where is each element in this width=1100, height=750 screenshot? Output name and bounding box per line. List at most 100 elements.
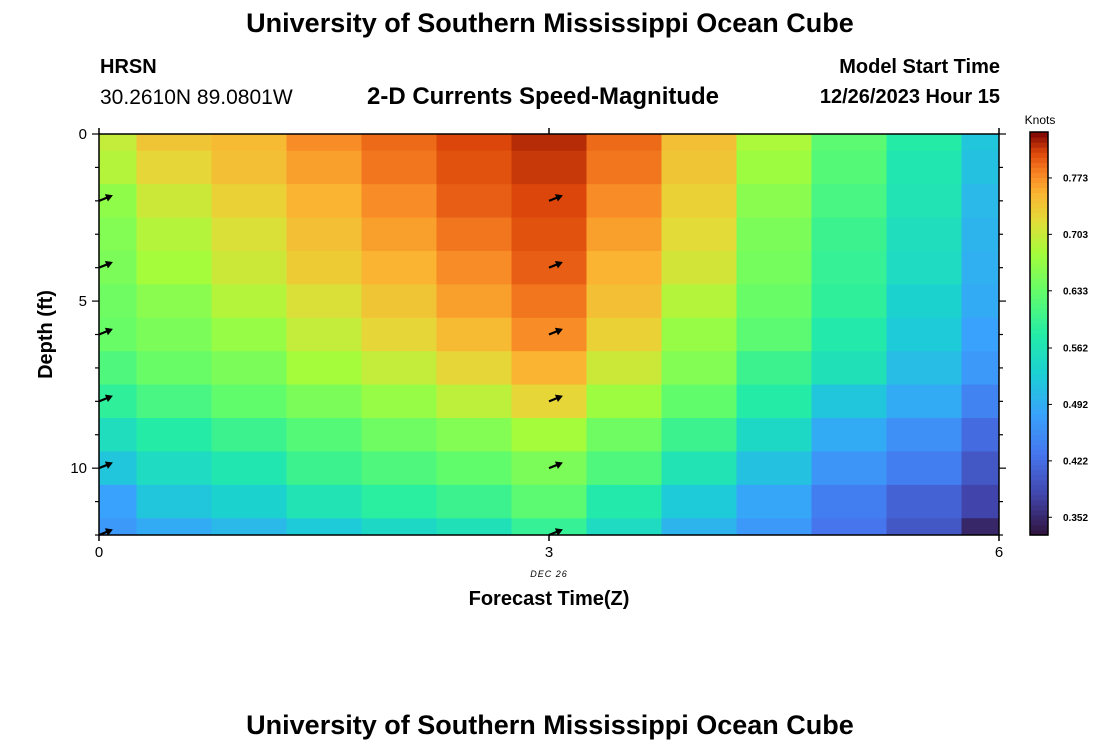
colorbar-tick-label: 0.703 [1063,230,1088,241]
colorbar-segment [1030,353,1048,360]
heatmap-cell [136,317,212,352]
heatmap-cell [736,317,812,352]
colorbar-segment [1030,273,1048,279]
heatmap-cell [736,250,812,285]
heatmap-cell [286,351,362,386]
heatmap-cell [886,217,962,252]
x-tick-label: 0 [95,544,103,561]
footer-title: University of Southern Mississippi Ocean… [246,710,854,740]
heatmap-cell [811,317,887,352]
colorbar-segment [1030,177,1048,183]
colorbar-segment [1030,187,1048,194]
heatmap-cell [961,250,1000,285]
heatmap-cell [136,384,212,419]
heatmap-cell [361,284,437,319]
colorbar-frame [1029,131,1049,536]
colorbar-segment [1030,414,1048,420]
heatmap-cell [811,284,887,319]
page-title: University of Southern Mississippi Ocean… [246,8,854,38]
heatmap-cell [511,484,587,519]
heatmap-cell [736,217,812,252]
heatmap-cell [736,351,812,386]
colorbar-segment [1030,419,1048,425]
colorbar-segment [1030,529,1048,536]
heatmap-cell [661,418,737,452]
colorbar-segment [1030,444,1048,450]
heatmap-cell [586,384,662,419]
heatmap-cell [661,134,737,152]
heatmap-cell [99,451,137,486]
colorbar-tick-label: 0.773 [1063,173,1088,184]
colorbar-segment [1030,217,1048,224]
colorbar-segment [1030,278,1048,284]
heatmap-cell [811,418,887,452]
heatmap-cell [436,518,512,536]
heatmap-cell [961,418,1000,452]
heatmap-cell [361,317,437,352]
colorbar-segment [1030,348,1048,355]
heatmap-cell [211,518,287,536]
heatmap-cell [586,451,662,486]
heatmap-cell [661,184,737,219]
heatmap-cell [886,484,962,519]
heatmap-cell [99,484,137,519]
heatmap-cell [136,184,212,219]
heatmap-cell [136,250,212,285]
colorbar-segment [1030,464,1048,471]
colorbar-segment [1030,172,1048,178]
heatmap-cell [961,134,1000,152]
current-arrow-icon [548,394,563,403]
colorbar-segment [1030,509,1048,516]
heatmap-cell [811,250,887,285]
heatmap-cell [811,451,887,486]
colorbar: 0.352 0.422 0.492 0.562 0.633 0.703 0.773 Knots [1025,113,1088,536]
colorbar-segment [1030,232,1048,239]
heatmap-cell [511,217,587,252]
colorbar-tick-label: 0.352 [1063,513,1088,524]
heatmap-cell [211,384,287,419]
heatmap-cell [286,418,362,452]
current-arrow-icon [548,327,563,336]
current-arrows [98,194,563,537]
heatmap-cell [136,451,212,486]
colorbar-segment [1030,333,1048,340]
heatmap-cell [661,518,737,536]
colorbar-segment [1030,298,1048,304]
heatmap-cell [886,250,962,285]
heatmap-cell [211,317,287,352]
heatmap-cell [361,150,437,185]
heatmap-cell [436,217,512,252]
heatmap-cell [661,284,737,319]
heatmap-cell [811,134,887,152]
heatmap-cell [436,134,512,152]
colorbar-segment [1030,343,1048,350]
colorbar-segment [1030,192,1048,199]
colorbar-segment [1030,318,1048,325]
heatmap-cell [286,384,362,419]
colorbar-segment [1030,363,1048,370]
heatmap-cell [586,317,662,352]
heatmap-cell [511,134,587,152]
y-axis-title: Depth (ft) [35,290,57,379]
heatmap-cell [886,284,962,319]
heatmap-cell [436,484,512,519]
colorbar-segment [1030,373,1048,380]
heatmap-cell [811,518,887,536]
heatmap-cell [886,351,962,386]
heatmap-cell [211,134,287,152]
station-name: HRSN [100,56,157,78]
colorbar-segment [1030,524,1048,531]
colorbar-segment [1030,303,1048,309]
colorbar-segment [1030,328,1048,335]
heatmap-cell [586,217,662,252]
heatmap-cell [436,418,512,452]
heatmap-cell [436,317,512,352]
heatmap-cell [211,451,287,486]
heatmap-cell [99,150,137,185]
heatmap-cell [961,451,1000,486]
colorbar-segment [1030,212,1048,219]
heatmap-cell [511,351,587,386]
colorbar-segment [1030,237,1048,244]
heatmap-cell [136,351,212,386]
